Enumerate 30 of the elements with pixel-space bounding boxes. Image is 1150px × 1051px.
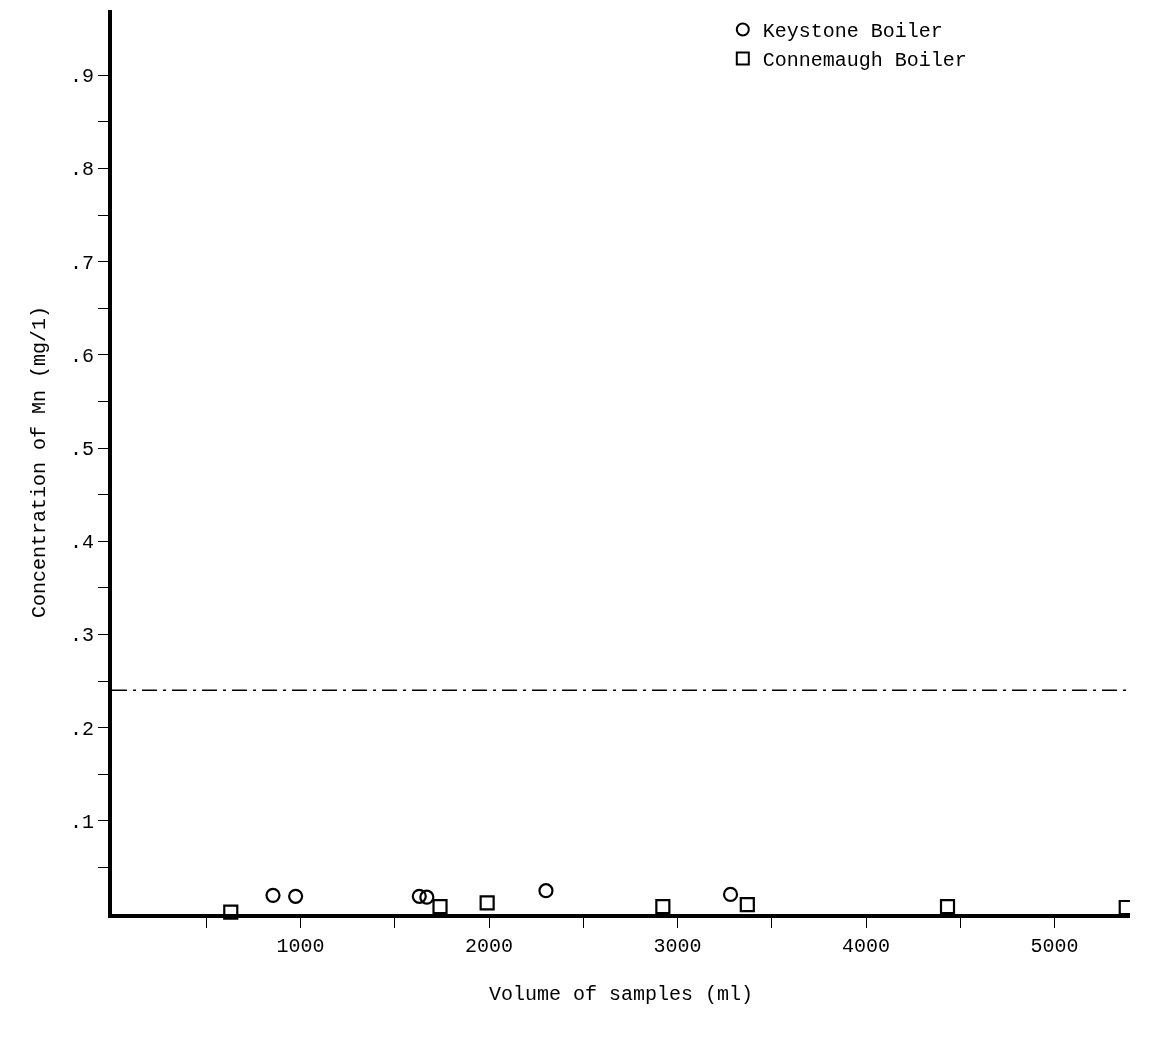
- point: [739, 897, 755, 913]
- y-tick-label: .5: [69, 438, 94, 462]
- x-axis-title: Volume of samples (ml): [488, 983, 754, 1006]
- legend-label: Keystone Boiler: [762, 20, 943, 44]
- x-tick-label: 3000: [653, 935, 702, 958]
- point: [655, 898, 671, 915]
- y-tick-label: .2: [69, 717, 94, 741]
- x-tick-label: 4000: [842, 935, 891, 958]
- y-tick-label: .9: [69, 65, 94, 89]
- point: [411, 888, 427, 904]
- legend-label: Connemaugh Boiler: [762, 49, 967, 73]
- y-axis-title: Concentration of Mn (mg/1): [27, 305, 51, 619]
- point: [419, 889, 435, 905]
- y-tick-label: .1: [69, 810, 94, 834]
- point: [479, 895, 495, 911]
- y-tick-label: .3: [69, 624, 94, 648]
- point: [223, 904, 239, 920]
- x-tick-label: 2000: [465, 935, 514, 958]
- point: [432, 898, 448, 915]
- point: [265, 887, 281, 903]
- y-tick-label: .8: [69, 158, 94, 182]
- point: [538, 883, 554, 899]
- y-tick-label: .4: [69, 531, 94, 555]
- point: [288, 888, 304, 904]
- x-tick-label: 1000: [276, 935, 325, 958]
- point: [939, 898, 956, 915]
- point: [722, 886, 739, 903]
- y-tick-label: .6: [69, 344, 94, 368]
- y-tick-label: .7: [69, 251, 94, 275]
- x-tick-label: 5000: [1030, 935, 1079, 958]
